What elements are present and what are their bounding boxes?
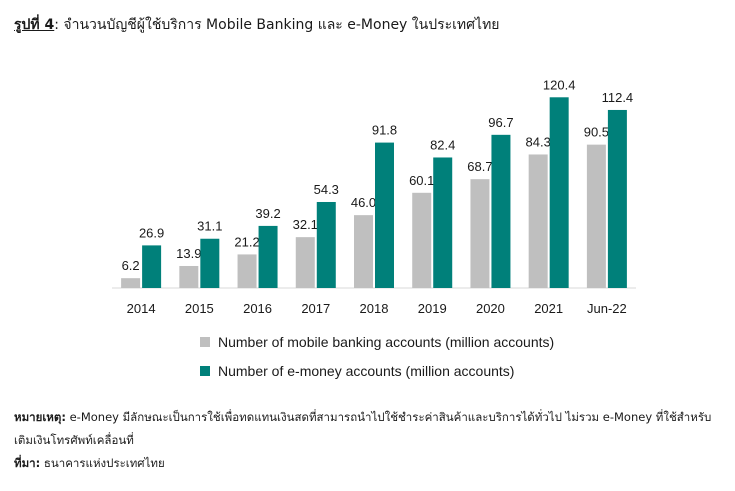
figure-title: รูปที่ 4: จำนวนบัญชีผู้ใช้บริการ Mobile … [14, 14, 500, 36]
bar-mobile [586, 144, 606, 288]
data-label-mobile: 21.2 [234, 234, 259, 249]
bar-mobile [528, 154, 548, 288]
source-label: ที่มา: [14, 456, 41, 470]
source-note: ที่มา: ธนาคารแห่งประเทศไทย [14, 452, 724, 475]
remark-note: หมายเหตุ: e-Money มีลักษณะเป็นการใช้เพื่… [14, 406, 724, 452]
legend-label-emoney: Number of e-money accounts (million acco… [218, 363, 515, 379]
data-label-emoney: 39.2 [255, 206, 280, 221]
x-tick-label: 2018 [360, 301, 389, 316]
figure-label: รูปที่ 4 [14, 17, 55, 33]
bar-chart: 6.2 26.9 2014 13.9 31.1 2015 21.2 39.2 2016 32.1 5… [112, 77, 636, 316]
bar-mobile [470, 179, 490, 288]
data-label-emoney: 26.9 [139, 225, 164, 240]
bar-emoney [200, 238, 220, 288]
data-label-mobile: 84.3 [526, 134, 551, 149]
bar-mobile [412, 192, 432, 288]
bar-emoney [491, 134, 511, 288]
data-label-emoney: 54.3 [314, 182, 339, 197]
bar-emoney [142, 245, 162, 288]
bar-emoney [549, 97, 569, 288]
data-label-mobile: 68.7 [467, 159, 492, 174]
bar-mobile [237, 254, 257, 288]
chart-legend: Number of mobile banking accounts (milli… [200, 330, 554, 388]
legend-swatch-mobile [200, 337, 210, 347]
bar-emoney [375, 142, 394, 288]
remark-text: e-Money มีลักษณะเป็นการใช้เพื่อทดแทนเงิน… [14, 410, 712, 447]
legend-item-emoney: Number of e-money accounts (million acco… [200, 359, 554, 383]
data-label-mobile: 32.1 [293, 217, 318, 232]
legend-label-mobile: Number of mobile banking accounts (milli… [218, 334, 555, 350]
x-tick-label: 2014 [127, 301, 156, 316]
x-tick-label: 2017 [301, 301, 330, 316]
data-label-mobile: 6.2 [122, 258, 140, 273]
data-label-emoney: 120.4 [543, 77, 576, 92]
footnotes: หมายเหตุ: e-Money มีลักษณะเป็นการใช้เพื่… [14, 406, 724, 475]
data-label-mobile: 90.5 [584, 125, 609, 140]
x-tick-label: 2020 [476, 301, 505, 316]
data-label-emoney: 112.4 [602, 90, 634, 105]
bar-mobile [179, 265, 199, 288]
x-tick-label: 2016 [243, 301, 272, 316]
data-label-mobile: 60.1 [409, 173, 434, 188]
bar-emoney [316, 201, 336, 288]
x-tick-label: 2015 [185, 301, 214, 316]
data-label-emoney: 31.1 [197, 219, 222, 234]
x-tick-label: Jun-22 [587, 301, 627, 316]
data-label-emoney: 91.8 [372, 123, 397, 138]
data-label-mobile: 46.0 [351, 195, 376, 210]
bar-emoney [433, 157, 453, 288]
legend-swatch-emoney [200, 366, 210, 376]
x-tick-label: 2021 [534, 301, 563, 316]
bar-emoney [258, 225, 278, 288]
source-text: ธนาคารแห่งประเทศไทย [40, 456, 165, 470]
bar-mobile [354, 215, 373, 288]
data-label-emoney: 96.7 [488, 115, 513, 130]
data-label-emoney: 82.4 [430, 137, 455, 152]
bar-emoney [607, 109, 627, 288]
remark-label: หมายเหตุ: [14, 410, 66, 424]
bar-mobile [295, 237, 315, 288]
figure-title-text: : จำนวนบัญชีผู้ใช้บริการ Mobile Banking … [54, 17, 500, 33]
legend-item-mobile: Number of mobile banking accounts (milli… [200, 330, 554, 354]
data-label-mobile: 13.9 [176, 246, 201, 261]
bar-mobile [121, 278, 141, 288]
x-tick-label: 2019 [418, 301, 447, 316]
